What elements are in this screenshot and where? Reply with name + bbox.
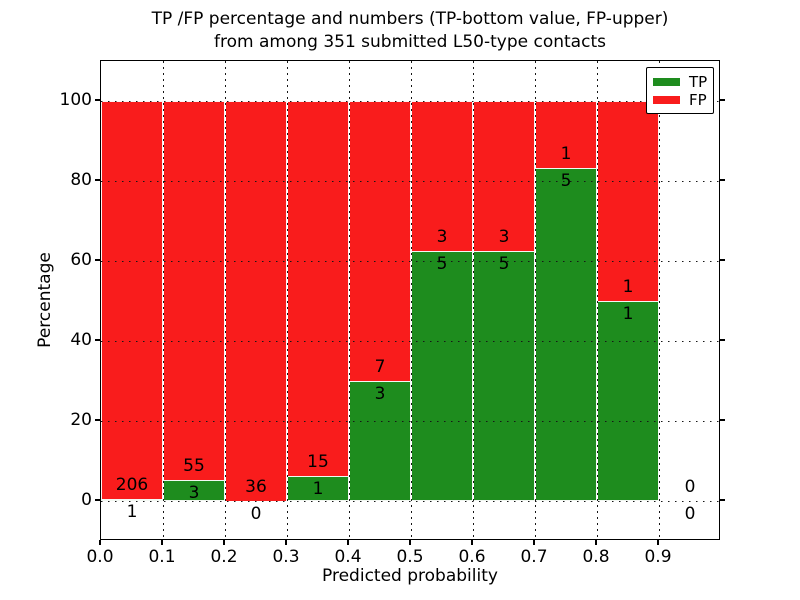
bar-segment-fp xyxy=(597,101,659,301)
bar-count-label-fp: 3 xyxy=(498,227,510,247)
x-tick xyxy=(595,540,597,545)
x-tick xyxy=(533,540,535,545)
bar-segment-fp xyxy=(225,101,287,501)
x-gridline xyxy=(224,61,226,539)
y-gridline xyxy=(101,340,719,342)
y-tick xyxy=(95,99,100,101)
y-tick-label: 60 xyxy=(70,250,92,270)
legend-entry-fp: FP xyxy=(653,91,707,109)
x-tick-label: 0.0 xyxy=(86,547,114,567)
bar-count-label-tp: 5 xyxy=(498,254,510,274)
y-gridline xyxy=(101,500,719,502)
x-tick-label: 0.9 xyxy=(644,547,672,567)
y-tick-label: 100 xyxy=(59,90,92,110)
y-tick xyxy=(95,179,100,181)
bar-count-label-fp: 7 xyxy=(374,357,386,377)
bar-segment-fp xyxy=(163,101,225,481)
bar-segment-tp xyxy=(411,251,473,501)
bar-count-label-tp: 0 xyxy=(684,504,696,524)
x-gridline xyxy=(596,61,598,539)
chart-title-line1: TP /FP percentage and numbers (TP-bottom… xyxy=(151,9,669,29)
x-tick xyxy=(223,540,225,545)
x-axis-label: Predicted probability xyxy=(322,566,498,586)
bar-segment-tp xyxy=(535,167,597,501)
x-tick-label: 0.5 xyxy=(396,547,424,567)
fp-swatch-icon xyxy=(653,96,680,104)
bar-count-label-fp: 15 xyxy=(307,452,329,472)
y-tick-label: 80 xyxy=(70,170,92,190)
y-tick-right xyxy=(720,99,725,101)
x-gridline xyxy=(286,61,288,539)
bar-count-label-fp: 0 xyxy=(684,477,696,497)
bar-segment-tp xyxy=(473,251,535,501)
y-axis-label: Percentage xyxy=(35,252,55,348)
bar-segment-fp xyxy=(349,101,411,381)
bar-count-label-tp: 0 xyxy=(250,504,262,524)
bar-segment-fp xyxy=(287,101,349,476)
x-tick-label: 0.3 xyxy=(272,547,300,567)
bar-count-label-fp: 3 xyxy=(436,227,448,247)
bar-segment-fp xyxy=(101,101,163,500)
bar-count-label-tp: 1 xyxy=(126,502,138,523)
y-tick-right xyxy=(720,499,725,501)
x-tick xyxy=(285,540,287,545)
y-tick-right xyxy=(720,339,725,341)
y-tick-label: 20 xyxy=(70,410,92,430)
x-tick xyxy=(657,540,659,545)
x-gridline xyxy=(534,61,536,539)
legend-entry-tp: TP xyxy=(653,73,707,91)
y-tick-right xyxy=(720,259,725,261)
y-tick-right xyxy=(720,179,725,181)
bar-count-label-fp: 1 xyxy=(560,143,572,164)
chart-title-line2: from among 351 submitted L50-type contac… xyxy=(214,32,606,52)
plot-inner: 206 1 55 3 36 0 15 1 7 3 3 5 3 5 1 5 1 1 0 0 xyxy=(101,61,719,539)
bar-count-label-tp: 3 xyxy=(188,483,200,504)
x-gridline xyxy=(348,61,350,539)
bar-segment-fp xyxy=(411,101,473,251)
plot-area: 206 1 55 3 36 0 15 1 7 3 3 5 3 5 1 5 1 1 0 0 xyxy=(100,60,720,540)
tp-swatch-icon xyxy=(653,78,680,86)
x-tick-label: 0.7 xyxy=(520,547,548,567)
y-tick-label: 40 xyxy=(70,330,92,350)
x-tick-label: 0.6 xyxy=(458,547,486,567)
y-tick xyxy=(95,259,100,261)
bar-count-label-fp: 36 xyxy=(245,477,267,497)
bar-segment-tp xyxy=(597,301,659,501)
x-tick-label: 0.2 xyxy=(210,547,238,567)
bar-count-label-fp: 55 xyxy=(183,456,205,477)
bar-count-label-tp: 1 xyxy=(622,304,634,324)
y-gridline xyxy=(101,180,719,182)
x-tick-label: 0.8 xyxy=(582,547,610,567)
legend-label-tp: TP xyxy=(689,72,708,91)
chart-title: TP /FP percentage and numbers (TP-bottom… xyxy=(100,8,720,54)
x-gridline xyxy=(472,61,474,539)
x-tick-label: 0.4 xyxy=(334,547,362,567)
y-tick-right xyxy=(720,419,725,421)
x-tick xyxy=(99,540,101,545)
x-tick xyxy=(161,540,163,545)
x-gridline xyxy=(658,61,660,539)
x-tick xyxy=(347,540,349,545)
bar-count-label-tp: 5 xyxy=(436,254,448,274)
x-tick xyxy=(409,540,411,545)
y-tick xyxy=(95,419,100,421)
y-tick xyxy=(95,339,100,341)
legend: TP FP xyxy=(646,67,714,114)
bar-count-label-tp: 3 xyxy=(374,384,386,404)
y-gridline xyxy=(101,100,719,102)
legend-label-fp: FP xyxy=(689,90,707,109)
x-gridline xyxy=(410,61,412,539)
y-tick xyxy=(95,499,100,501)
bar-count-label-tp: 5 xyxy=(560,170,572,191)
bar-count-label-tp: 1 xyxy=(312,479,324,499)
x-gridline xyxy=(162,61,164,539)
x-tick-label: 0.1 xyxy=(148,547,176,567)
y-tick-label: 0 xyxy=(81,490,92,510)
y-gridline xyxy=(101,420,719,422)
x-tick xyxy=(471,540,473,545)
y-gridline xyxy=(101,260,719,262)
bar-count-label-fp: 206 xyxy=(115,475,149,496)
bar-count-label-fp: 1 xyxy=(622,277,634,297)
